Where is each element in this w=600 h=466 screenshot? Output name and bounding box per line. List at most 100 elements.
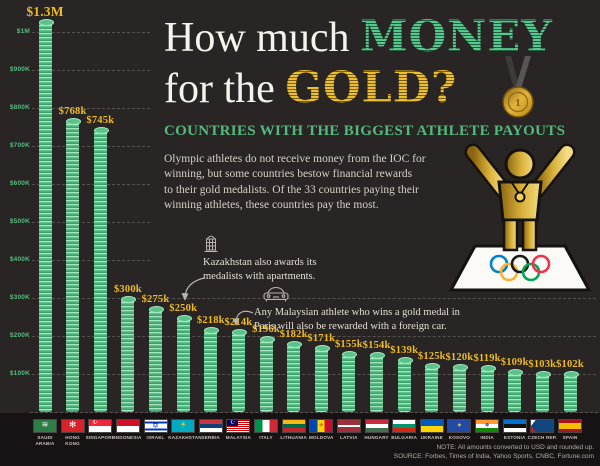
bar-value-label: $109k (500, 356, 529, 368)
country-label: SAUDI ARABIA (35, 435, 55, 446)
flag-latvia (336, 419, 361, 433)
flag-singapore: ☪ (88, 419, 113, 433)
flag-lithuania (281, 419, 306, 433)
title-accent-gold: GOLD? (285, 63, 458, 113)
flag-kazakhstan: ☀ (171, 419, 196, 433)
gold-medal-icon: 1 (502, 56, 534, 118)
bar-ukraine (425, 362, 441, 412)
flag-czech-rep- (530, 419, 555, 433)
axis-tick-label: $800K (9, 104, 30, 111)
gridline-$500k (32, 222, 150, 223)
bar-kazakhstan (176, 315, 192, 412)
country-label: KAZAKHSTAN (168, 435, 202, 440)
axis-tick-label: $200K (9, 332, 30, 339)
annotation-arrow-kazakhstan (181, 277, 205, 301)
gridline-$1m (32, 32, 150, 33)
bar-estonia (508, 368, 524, 412)
gridline-$900k (32, 70, 150, 71)
flag-moldova: ⚜ (309, 419, 334, 433)
title-block: How much MONEY for the GOLD? COUNTRIES W… (164, 12, 566, 213)
gridline-$400k (32, 260, 150, 261)
title-text-how-much: How much (164, 15, 350, 61)
bar-value-label: $218k (196, 315, 225, 327)
bar-value-label: $125k (417, 350, 446, 362)
axis-tick-label: $500K (9, 218, 30, 225)
flag-bulgaria (392, 419, 417, 433)
bar-moldova (314, 345, 330, 412)
country-label: ISRAEL (146, 435, 165, 440)
bar-value-label: $1.3M (26, 4, 64, 19)
bar-hungary (370, 351, 386, 412)
annotation-malaysia: Any Malaysian athlete who wins a gold me… (254, 307, 460, 332)
page-title-line2: for the GOLD? (164, 63, 564, 114)
bar-value-label: $768k (58, 106, 87, 118)
country-label: LATVIA (340, 435, 358, 440)
bar-czech-rep- (535, 370, 551, 412)
bar-hong-kong (66, 118, 82, 412)
bar-singapore (93, 126, 109, 412)
athlete-figure (464, 143, 576, 252)
flag-malaysia: ☪ (226, 419, 251, 433)
country-label: MALAYSIA (225, 435, 251, 440)
flag-emblem: ≋ (41, 420, 49, 430)
flag-emblem: ☀ (179, 420, 187, 430)
bar-value-label: $102k (556, 359, 584, 371)
title-text-for-the: for the (164, 66, 275, 112)
bar-indonesia (121, 296, 137, 412)
flag-estonia (502, 419, 527, 433)
country-label: HUNGARY (364, 435, 389, 440)
flag-ukraine (419, 419, 444, 433)
country-label: SPAIN (562, 435, 578, 440)
bar-israel (149, 305, 164, 412)
axis-tick-label: $100K (9, 370, 30, 377)
country-label: INDONESIA (114, 435, 142, 440)
bar-value-label: $196k (252, 323, 280, 335)
bar-value-label: $171k (307, 333, 336, 344)
axis-tick-label: $700K (9, 142, 30, 149)
axis-tick-label: $300K (9, 294, 30, 301)
flag-india: ☸ (475, 419, 500, 433)
bar-value-label: $119k (473, 352, 501, 364)
flag-italy (254, 419, 278, 433)
gridline-$300k (32, 298, 596, 299)
champion-trophy-icon (448, 143, 592, 292)
country-label: CZECH REP. (527, 435, 557, 440)
flag-emblem: ☸ (484, 422, 490, 429)
bar-serbia (204, 327, 220, 412)
bar-lithuania (287, 340, 303, 412)
building-icon (204, 235, 218, 252)
axis-tick-label: $900K (9, 66, 30, 73)
bar-saudi-arabia (38, 19, 54, 412)
axis-tick-label: $600K (9, 180, 30, 187)
gridline-$700k (32, 146, 150, 147)
bar-value-label: $182k (279, 328, 308, 340)
subtitle: COUNTRIES WITH THE BIGGEST ATHLETE PAYOU… (164, 123, 566, 139)
country-label: LITHUANIA (280, 435, 307, 440)
bar-value-label: $275k (141, 293, 170, 305)
footer-source: SOURCE: Forbes, Times of India, Yahoo Sp… (393, 453, 594, 460)
bar-india (480, 364, 496, 412)
gridline-$800k (32, 108, 150, 109)
flag-emblem: ☪ (92, 419, 99, 427)
svg-text:1: 1 (515, 97, 521, 109)
bar-value-label: $300k (113, 284, 142, 295)
annotation-kazakhstan: Kazakhstan also awards its medalists wit… (203, 257, 317, 282)
country-label: ESTONIA (503, 435, 526, 440)
baseline (30, 412, 598, 413)
flag-hong-kong: ✻ (60, 419, 85, 433)
description-paragraph: Olympic athletes do not receive money fr… (164, 153, 426, 211)
flag-serbia (198, 419, 223, 433)
bar-value-label: $139k (390, 345, 419, 357)
flag-emblem: ☪ (230, 419, 236, 426)
country-label: SERBIA (201, 435, 221, 440)
country-label: BULGARIA (391, 435, 418, 440)
bar-latvia (342, 351, 358, 412)
axis-tick-label: $1M (16, 28, 30, 35)
flag-kosovo: ✦ (447, 419, 472, 433)
title-accent-money: MONEY (359, 12, 553, 62)
flag-emblem: ✻ (68, 420, 77, 431)
flag-israel: ✡ (143, 419, 168, 433)
flag-hungary (364, 419, 389, 433)
footer-note: NOTE: All amounts converted to USD and r… (436, 444, 594, 451)
